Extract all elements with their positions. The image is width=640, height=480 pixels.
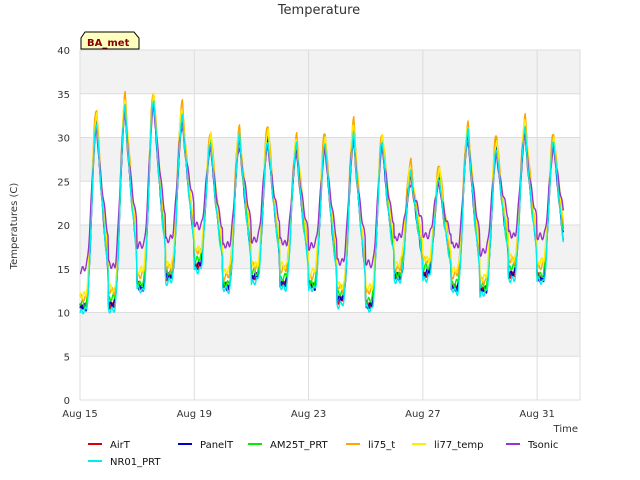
y-tick-label: 25 — [57, 177, 70, 188]
badge-shape — [80, 31, 140, 50]
y-tick-label: 40 — [57, 46, 70, 57]
chart-title: Temperature — [277, 3, 360, 18]
series-line-nr01-prt — [79, 100, 564, 315]
legend-label-tsonic: Tsonic — [527, 440, 558, 451]
legend-label-am25t-prt: AM25T_PRT — [270, 440, 329, 451]
plot-band — [80, 93, 580, 138]
legend-label-li75-t: li75_t — [368, 440, 395, 451]
y-tick-label: 30 — [57, 134, 70, 145]
badge-label: BA_met — [87, 38, 130, 49]
plot-band — [80, 312, 580, 357]
legend-label-nr01-prt: NR01_PRT — [110, 457, 161, 468]
series-layer — [79, 90, 564, 315]
x-tick-label: Aug 19 — [177, 409, 212, 420]
legend-label-panelt: PanelT — [200, 440, 234, 451]
site-badge: BA_met — [80, 31, 140, 50]
y-tick-label: 15 — [57, 265, 70, 276]
legend-label-li77-temp: li77_temp — [434, 440, 483, 451]
plot-band — [80, 50, 580, 94]
legend: AirT PanelT AM25T_PRT li75_t li77_temp Tsonic… — [88, 440, 558, 468]
plot-band — [80, 268, 580, 313]
legend-label-airt: AirT — [110, 440, 131, 451]
y-tick-label: 5 — [64, 352, 70, 363]
y-tick-label: 35 — [57, 90, 70, 101]
y-axis-title: Temperatures (C) — [9, 183, 20, 271]
y-tick-label: 10 — [57, 309, 70, 320]
x-tick-label: Aug 23 — [291, 409, 326, 420]
y-tick-label: 0 — [64, 396, 70, 407]
x-axis-title: Time — [553, 424, 578, 435]
plot-band — [80, 356, 580, 400]
x-tick-label: Aug 31 — [519, 409, 554, 420]
x-tick-label: Aug 27 — [405, 409, 440, 420]
y-axis-ticks: 0 5 10 15 20 25 30 35 40 — [57, 46, 70, 407]
x-axis-ticks: Aug 15 Aug 19 Aug 23 Aug 27 Aug 31 — [62, 409, 555, 420]
y-tick-label: 20 — [57, 221, 70, 232]
x-tick-label: Aug 15 — [62, 409, 97, 420]
plot-band — [80, 137, 580, 182]
